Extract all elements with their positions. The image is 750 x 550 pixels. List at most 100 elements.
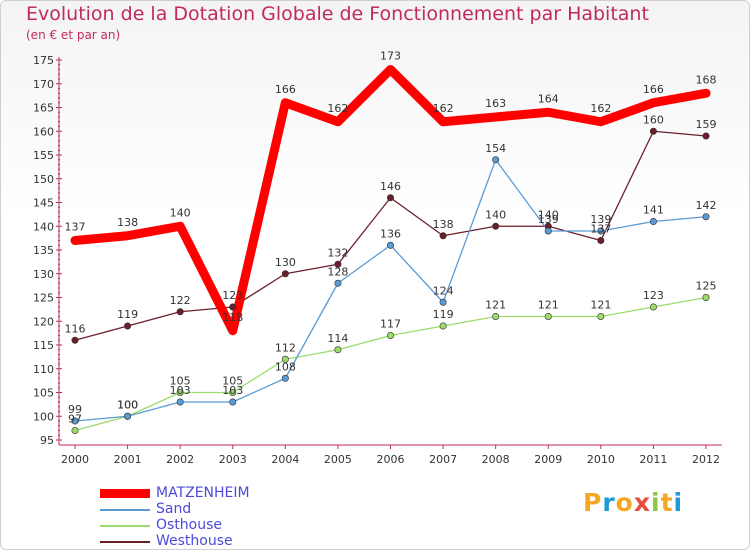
data-point-osthouse <box>229 388 237 396</box>
x-tick-label: 2000 <box>61 453 89 466</box>
data-label-sand: 139 <box>590 213 611 226</box>
data-label-osthouse: 123 <box>643 289 664 302</box>
data-label-matzenheim: 166 <box>643 83 664 96</box>
data-point-sand <box>649 218 657 226</box>
y-tick-label: 120 <box>33 315 54 328</box>
data-label-osthouse: 97 <box>68 413 82 426</box>
y-tick-label: 135 <box>33 244 54 257</box>
data-label-westhouse: 130 <box>275 256 296 269</box>
logo-letter: o <box>615 488 634 517</box>
data-label-westhouse: 137 <box>590 223 611 236</box>
x-tick-label: 2009 <box>534 453 562 466</box>
data-point-westhouse <box>334 260 342 268</box>
data-label-matzenheim: 137 <box>65 221 86 234</box>
data-point-westhouse <box>124 322 132 330</box>
data-point-sand <box>439 298 447 306</box>
data-point-osthouse <box>702 293 710 301</box>
data-point-sand <box>71 417 79 425</box>
y-tick-label: 115 <box>33 339 54 352</box>
data-label-osthouse: 105 <box>222 375 243 388</box>
data-point-osthouse <box>439 322 447 330</box>
data-label-osthouse: 100 <box>117 398 138 411</box>
data-label-osthouse: 121 <box>590 299 611 312</box>
data-point-osthouse <box>281 355 289 363</box>
data-label-matzenheim: 166 <box>275 83 296 96</box>
data-label-matzenheim: 118 <box>222 311 243 324</box>
data-point-osthouse <box>71 426 79 434</box>
data-label-sand: 103 <box>222 384 243 397</box>
data-label-matzenheim: 162 <box>433 102 454 115</box>
data-label-sand: 128 <box>327 265 348 278</box>
data-label-matzenheim: 173 <box>380 50 401 63</box>
data-point-osthouse <box>649 303 657 311</box>
data-label-osthouse: 121 <box>538 299 559 312</box>
y-tick-label: 145 <box>33 197 54 210</box>
proxiti-logo: Proxiti <box>583 488 683 517</box>
legend-swatch <box>100 525 150 527</box>
data-point-osthouse <box>544 312 552 320</box>
series-line-matzenheim <box>70 65 711 336</box>
data-point-sand <box>492 156 500 164</box>
data-label-sand: 141 <box>643 204 664 217</box>
data-point-sand <box>544 227 552 235</box>
y-tick-label: 110 <box>33 363 54 376</box>
legend-label: Sand <box>156 501 192 517</box>
x-tick-label: 2006 <box>377 453 405 466</box>
chart-subtitle: (en € et par an) <box>26 28 121 42</box>
data-label-matzenheim: 162 <box>327 102 348 115</box>
data-label-matzenheim: 140 <box>170 206 191 219</box>
y-tick-label: 170 <box>33 78 54 91</box>
data-label-westhouse: 132 <box>327 246 348 259</box>
data-label-sand: 124 <box>433 284 454 297</box>
data-label-osthouse: 117 <box>380 318 401 331</box>
data-point-osthouse <box>597 312 605 320</box>
y-tick-label: 140 <box>33 220 54 233</box>
data-point-westhouse <box>492 222 500 230</box>
data-label-westhouse: 119 <box>117 308 138 321</box>
data-label-westhouse: 146 <box>380 180 401 193</box>
data-point-westhouse <box>229 303 237 311</box>
y-tick-label: 105 <box>33 387 54 400</box>
data-point-osthouse <box>334 346 342 354</box>
y-tick-label: 160 <box>33 125 54 138</box>
legend-swatch <box>100 489 150 498</box>
data-label-westhouse: 123 <box>222 289 243 302</box>
data-label-sand: 100 <box>117 398 138 411</box>
data-point-osthouse <box>176 388 184 396</box>
x-tick-label: 2005 <box>324 453 352 466</box>
y-tick-label: 155 <box>33 149 54 162</box>
x-tick-label: 2007 <box>429 453 457 466</box>
legend-label: Westhouse <box>156 533 233 549</box>
logo-letter: x <box>633 488 651 517</box>
data-label-osthouse: 112 <box>275 341 296 354</box>
logo-letter: i <box>651 488 661 517</box>
data-label-westhouse: 140 <box>538 208 559 221</box>
x-tick-label: 2008 <box>482 453 510 466</box>
data-label-sand: 142 <box>696 199 717 212</box>
x-tick-label: 2011 <box>639 453 667 466</box>
data-point-westhouse <box>71 336 79 344</box>
data-point-sand <box>124 412 132 420</box>
data-label-westhouse: 159 <box>696 118 717 131</box>
data-label-sand: 108 <box>275 360 296 373</box>
y-tick-label: 150 <box>33 173 54 186</box>
data-point-westhouse <box>439 232 447 240</box>
y-tick-label: 165 <box>33 102 54 115</box>
y-tick-label: 95 <box>40 434 54 447</box>
data-label-sand: 103 <box>170 384 191 397</box>
data-label-westhouse: 140 <box>485 208 506 221</box>
data-point-westhouse <box>702 132 710 140</box>
legend-swatch <box>100 541 150 543</box>
data-label-osthouse: 119 <box>433 308 454 321</box>
data-label-sand: 139 <box>538 213 559 226</box>
legend-swatch <box>100 509 150 511</box>
y-tick-label: 125 <box>33 292 54 305</box>
y-tick-label: 130 <box>33 268 54 281</box>
data-label-sand: 99 <box>68 403 82 416</box>
logo-letter: r <box>602 488 616 517</box>
logo-letter: t <box>660 488 674 517</box>
data-point-westhouse <box>281 270 289 278</box>
data-label-westhouse: 116 <box>65 322 86 335</box>
logo-letter: i <box>673 488 684 517</box>
